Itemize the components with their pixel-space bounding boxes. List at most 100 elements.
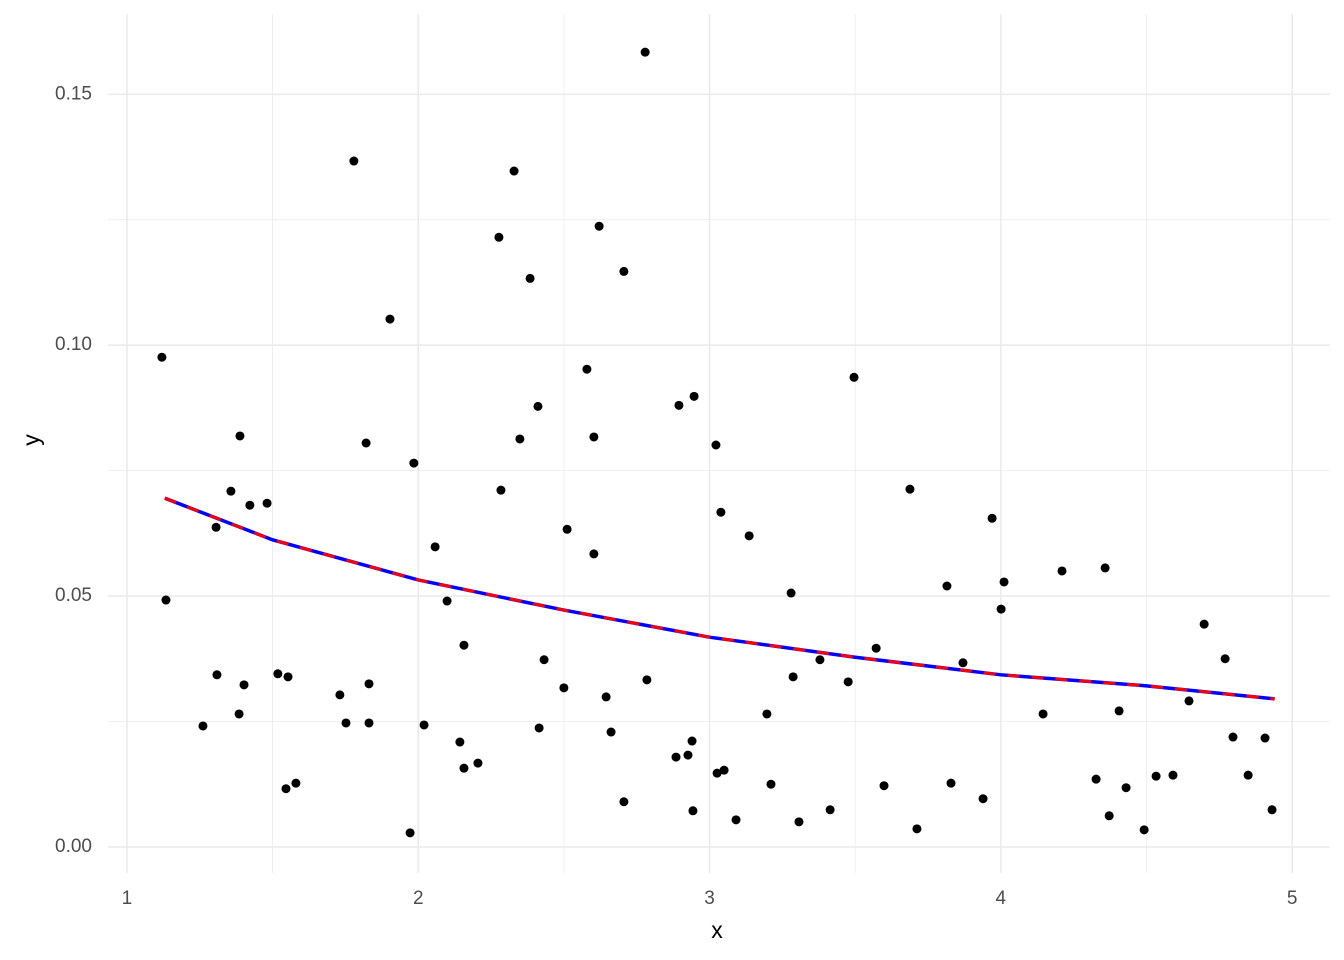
point	[455, 737, 465, 747]
point	[1100, 563, 1110, 573]
point	[978, 794, 988, 804]
point	[1038, 709, 1048, 719]
point	[1267, 805, 1277, 815]
point	[671, 752, 681, 762]
point	[674, 400, 684, 410]
point	[364, 679, 374, 689]
point	[459, 763, 469, 773]
point	[619, 797, 629, 807]
x-tick-label: 4	[996, 888, 1007, 909]
x-tick-label: 3	[704, 888, 715, 909]
point	[1151, 771, 1161, 781]
point	[688, 806, 698, 816]
point	[496, 485, 506, 495]
point	[843, 677, 853, 687]
point	[1199, 619, 1209, 629]
point	[687, 736, 697, 746]
point	[1220, 654, 1230, 664]
point	[716, 507, 726, 517]
point	[712, 768, 722, 778]
point	[534, 723, 544, 733]
point	[1057, 566, 1067, 576]
point	[987, 513, 997, 523]
point	[788, 672, 798, 682]
point	[601, 692, 611, 702]
point	[849, 372, 859, 382]
y-tick-label: 0.15	[55, 83, 92, 104]
point	[606, 727, 616, 737]
y-axis-title: y	[18, 434, 44, 446]
point	[589, 432, 599, 442]
point	[341, 718, 351, 728]
point	[731, 815, 741, 825]
point	[905, 484, 915, 494]
point	[281, 784, 291, 794]
point	[361, 438, 371, 448]
point	[198, 721, 208, 731]
point	[1243, 770, 1253, 780]
point	[405, 828, 415, 838]
x-tick-label: 2	[413, 888, 424, 909]
point	[349, 156, 359, 166]
point	[509, 166, 519, 176]
point	[525, 273, 535, 283]
point	[1104, 811, 1114, 821]
point	[459, 640, 469, 650]
y-tick-label: 0.00	[55, 836, 92, 857]
point	[539, 655, 549, 665]
point	[683, 750, 693, 760]
point	[642, 675, 652, 685]
x-tick-label: 1	[122, 888, 133, 909]
point	[825, 805, 835, 815]
point	[871, 643, 881, 653]
point	[589, 549, 599, 559]
point	[559, 683, 569, 693]
point	[719, 765, 729, 775]
point	[1228, 732, 1238, 742]
y-tick-label: 0.10	[55, 334, 92, 355]
y-tick-label: 0.05	[55, 585, 92, 606]
point	[262, 498, 272, 508]
x-tick-label: 5	[1287, 888, 1298, 909]
point	[1121, 783, 1131, 793]
point	[211, 522, 221, 532]
point	[442, 596, 452, 606]
point	[912, 824, 922, 834]
point	[1184, 696, 1194, 706]
point	[562, 524, 572, 534]
point	[1139, 825, 1149, 835]
point	[794, 817, 804, 827]
point	[239, 680, 249, 690]
point	[515, 434, 525, 444]
point	[430, 542, 440, 552]
point	[766, 779, 776, 789]
x-axis-title: x	[711, 917, 723, 943]
point	[1114, 706, 1124, 716]
point	[533, 401, 543, 411]
point	[1168, 770, 1178, 780]
point	[1260, 733, 1270, 743]
point	[157, 352, 167, 362]
point	[711, 440, 721, 450]
fit-line	[164, 496, 1275, 701]
point	[689, 391, 699, 401]
point	[385, 314, 395, 324]
point	[999, 577, 1009, 587]
point	[640, 47, 650, 57]
point	[409, 458, 419, 468]
point	[996, 604, 1006, 614]
point	[235, 431, 245, 441]
point	[494, 232, 504, 242]
point	[942, 581, 952, 591]
point	[364, 718, 374, 728]
point	[212, 670, 222, 680]
point	[1091, 774, 1101, 784]
point	[762, 709, 772, 719]
point	[594, 221, 604, 231]
point	[291, 778, 301, 788]
point	[335, 690, 345, 700]
point	[744, 531, 754, 541]
fit-line	[164, 496, 1275, 701]
point	[234, 709, 244, 719]
